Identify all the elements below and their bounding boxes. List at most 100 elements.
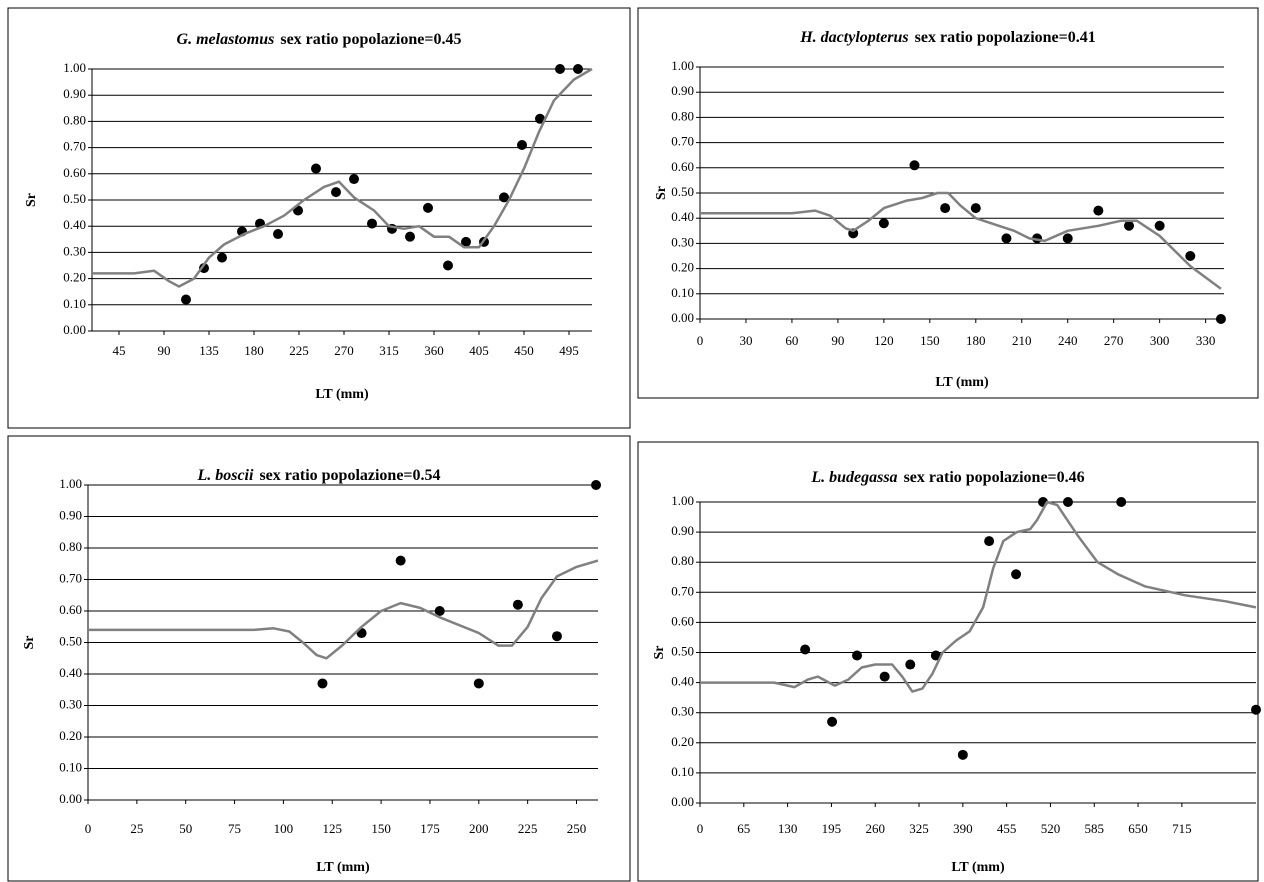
- data-point: [434, 606, 445, 616]
- x-tick-label: 520: [1041, 821, 1061, 836]
- data-point: [878, 218, 889, 229]
- y-tick-label: 0.90: [59, 507, 82, 522]
- y-tick-label: 0.30: [59, 696, 82, 711]
- x-tick-label: 195: [822, 821, 842, 836]
- data-point: [800, 644, 811, 655]
- y-tick-label: 0.70: [59, 570, 82, 585]
- y-tick-label: 0.60: [63, 165, 86, 180]
- x-tick-label: 120: [874, 333, 894, 348]
- x-tick-label: 175: [420, 821, 440, 836]
- data-point: [905, 659, 916, 670]
- panel-frame: [637, 7, 1259, 399]
- x-tick-label: 0: [697, 333, 704, 348]
- x-tick-label: 330: [1196, 333, 1216, 348]
- x-tick-label: 65: [737, 821, 750, 836]
- x-tick-label: 390: [953, 821, 973, 836]
- data-point: [395, 555, 406, 566]
- x-tick-label: 225: [289, 343, 309, 358]
- x-tick-label: 225: [518, 821, 538, 836]
- x-tick-label: 210: [1012, 333, 1032, 348]
- panel-frame: [637, 441, 1259, 882]
- data-point: [349, 174, 359, 185]
- y-axis-title: Sr: [22, 636, 37, 650]
- data-point: [367, 218, 377, 229]
- title-text: sex ratio popolazione=0.45: [280, 31, 461, 48]
- data-point: [1062, 233, 1073, 244]
- y-tick-label: 0.00: [59, 791, 82, 806]
- y-tick-label: 0.90: [671, 83, 694, 98]
- data-point: [1001, 233, 1012, 244]
- y-tick-label: 0.70: [671, 134, 694, 149]
- data-point: [405, 231, 415, 242]
- data-point: [573, 64, 583, 74]
- data-point: [517, 139, 527, 150]
- chart-panel: L. budegassa sex ratio popolazione=0.46 0.…: [637, 441, 1261, 882]
- y-tick-label: 0.20: [59, 728, 82, 743]
- y-tick-label: 0.90: [671, 523, 694, 538]
- chart-title: L. budegassa sex ratio popolazione=0.46: [810, 469, 1084, 486]
- x-tick-label: 150: [371, 821, 391, 836]
- smoothed-line: [700, 500, 1257, 693]
- data-point: [1215, 314, 1226, 324]
- title-text: sex ratio popolazione=0.46: [904, 469, 1085, 486]
- y-tick-label: 0.80: [671, 553, 694, 568]
- species-name: L. budegassa: [810, 469, 897, 486]
- x-tick-label: 450: [514, 343, 534, 358]
- x-tick-label: 455: [997, 821, 1017, 836]
- y-tick-label: 1.00: [59, 476, 82, 491]
- data-point: [217, 252, 227, 263]
- smoothed-line: [88, 559, 599, 660]
- y-tick-label: 0.10: [59, 759, 82, 774]
- y-tick-label: 0.80: [671, 108, 694, 123]
- x-tick-label: 270: [1104, 333, 1124, 348]
- x-tick-label: 325: [909, 821, 929, 836]
- x-tick-label: 0: [85, 821, 92, 836]
- x-axis-title: LT (mm): [316, 860, 370, 875]
- x-tick-label: 585: [1085, 821, 1105, 836]
- x-tick-label: 200: [469, 821, 489, 836]
- y-tick-label: 0.40: [671, 674, 694, 689]
- data-point: [499, 192, 509, 203]
- x-tick-label: 30: [739, 333, 752, 348]
- data-point: [551, 631, 562, 642]
- y-tick-label: 0.90: [63, 86, 86, 101]
- x-tick-label: 240: [1058, 333, 1078, 348]
- panel-frame: [7, 435, 631, 882]
- x-tick-label: 270: [334, 343, 354, 358]
- data-point: [1116, 497, 1127, 507]
- y-tick-label: 1.00: [671, 58, 694, 73]
- chart-title: H. dactylopterus sex ratio popolazione=0.…: [799, 29, 1096, 46]
- x-tick-label: 315: [379, 343, 399, 358]
- panel-frame: [7, 7, 631, 429]
- x-axis-title: LT (mm): [951, 860, 1005, 875]
- x-tick-label: 60: [785, 333, 798, 348]
- data-point: [827, 716, 838, 727]
- data-point: [930, 650, 941, 661]
- data-point: [1124, 220, 1135, 231]
- y-tick-label: 0.60: [671, 159, 694, 174]
- x-tick-label: 100: [274, 821, 294, 836]
- chart-panel: L. boscii sex ratio popolazione=0.540.000…: [7, 435, 631, 882]
- chart-panel: G. melastomus sex ratio popolazione=0.45 0…: [7, 7, 631, 429]
- y-tick-label: 1.00: [63, 60, 86, 75]
- x-tick-label: 125: [323, 821, 343, 836]
- species-name: H. dactylopterus: [799, 29, 908, 46]
- x-tick-label: 90: [158, 343, 171, 358]
- y-tick-label: 0.50: [63, 191, 86, 206]
- x-tick-label: 495: [559, 343, 579, 358]
- y-tick-label: 0.40: [63, 217, 86, 232]
- y-tick-label: 0.00: [671, 310, 694, 325]
- y-tick-label: 0.20: [63, 270, 86, 285]
- data-point: [984, 536, 995, 547]
- y-tick-label: 0.40: [671, 209, 694, 224]
- title-text: sex ratio popolazione=0.54: [259, 467, 440, 484]
- data-point: [852, 650, 863, 661]
- data-point: [909, 160, 920, 171]
- data-point: [181, 294, 191, 305]
- chart-title: L. boscii sex ratio popolazione=0.54: [196, 467, 440, 484]
- data-point: [591, 480, 602, 490]
- data-point: [555, 64, 565, 74]
- data-point: [1093, 205, 1104, 216]
